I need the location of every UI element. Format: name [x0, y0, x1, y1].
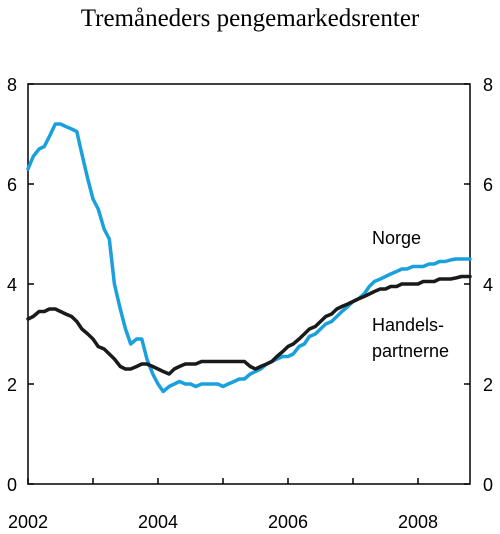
x-tick-label: 2004 [138, 512, 178, 532]
x-tick-label: 2008 [398, 512, 438, 532]
y-tick-label-left: 2 [7, 375, 17, 395]
x-tick-label: 2002 [8, 512, 48, 532]
series-layer [26, 122, 472, 394]
chart-title: Tremåneders pengemarkedsrenter [81, 5, 420, 32]
y-tick-label-left: 6 [7, 175, 17, 195]
series-line-handelspartnerne [26, 274, 472, 376]
y-tick-label-right: 0 [483, 475, 493, 495]
y-tick-label-right: 6 [483, 175, 493, 195]
y-tick-label-right: 8 [483, 75, 493, 95]
x-axis: 2002 2004 2006 2008 [8, 478, 438, 532]
series-line-norge [26, 122, 472, 394]
y-axis-left: 0 2 4 6 8 [7, 75, 34, 495]
series-label-norge: Norge [372, 228, 421, 248]
y-tick-label-right: 2 [483, 375, 493, 395]
y-tick-label-left: 8 [7, 75, 17, 95]
series-label-handelspartnerne-line1: Handels- [372, 315, 444, 335]
y-tick-label-right: 4 [483, 275, 493, 295]
y-tick-label-left: 4 [7, 275, 17, 295]
x-tick-label: 2006 [268, 512, 308, 532]
y-axis-right: 0 2 4 6 8 [464, 75, 493, 495]
series-label-handelspartnerne-line2: partnerne [372, 341, 449, 361]
y-tick-label-left: 0 [7, 475, 17, 495]
